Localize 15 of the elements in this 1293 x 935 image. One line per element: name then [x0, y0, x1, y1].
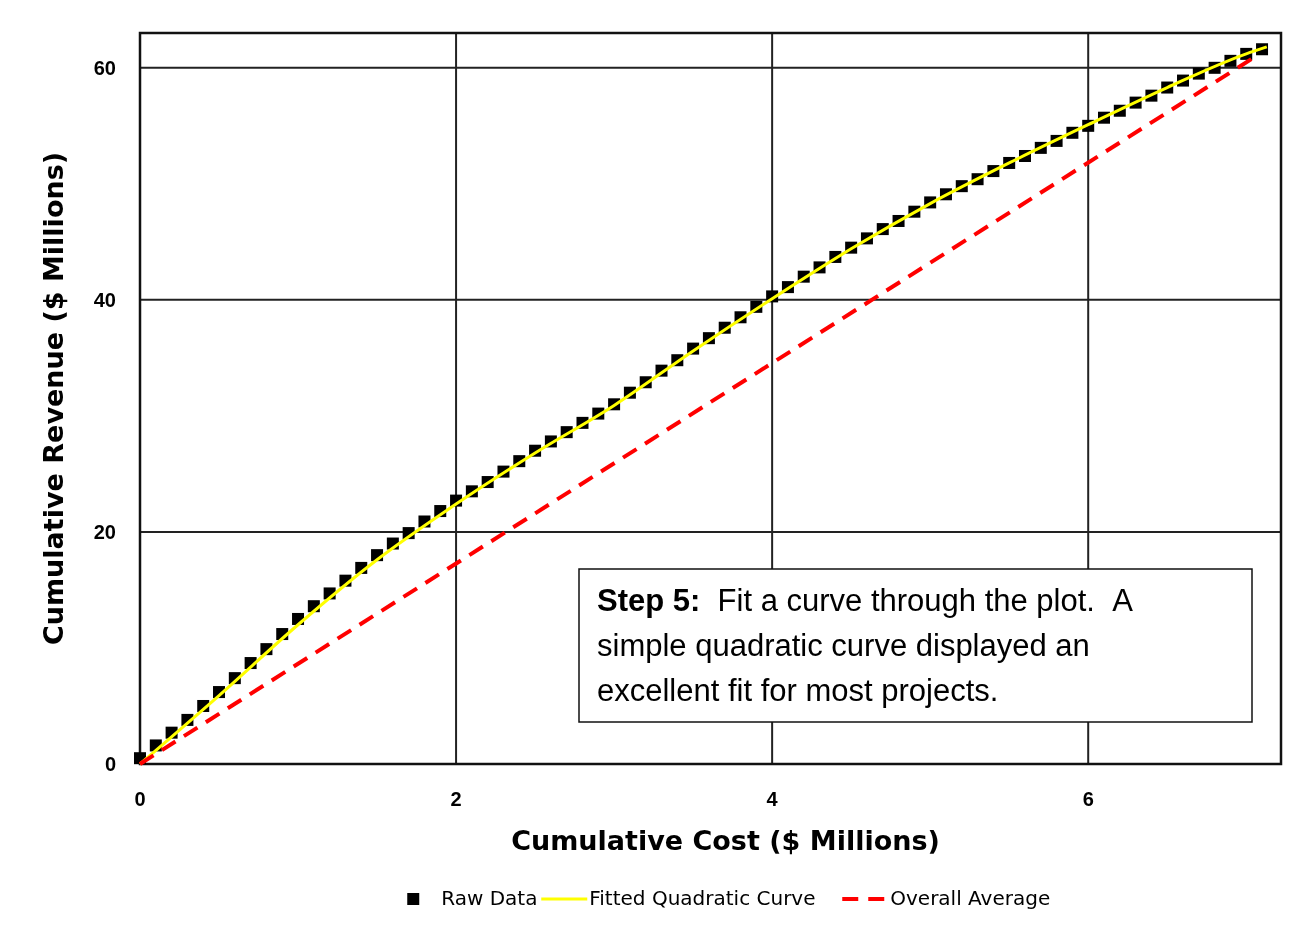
- x-tick-label: 0: [134, 788, 146, 810]
- legend-label: Fitted Quadratic Curve: [589, 886, 816, 910]
- x-axis-title: Cumulative Cost ($ Millions): [511, 825, 940, 856]
- y-tick-label: 20: [93, 520, 116, 543]
- y-tick-label: 0: [104, 753, 116, 775]
- annotation: Step 5: Fit a curve through the plot. A simple quadratic curve displayed an excellent fit for most projects.: [597, 583, 1134, 708]
- y-tick-label: 40: [93, 288, 116, 311]
- note-box: Step 5: Fit a curve through the plot. A simple quadratic curve displayed an excellent fit for most projects.: [578, 568, 1253, 723]
- legend-label: Overall Average: [890, 886, 1051, 910]
- x-tick-label: 6: [1082, 788, 1094, 810]
- y-axis-title: Cumulative Revenue ($ Millions): [38, 151, 69, 646]
- legend-label: Raw Data: [441, 886, 538, 910]
- x-tick-label: 4: [766, 788, 779, 810]
- y-tick-label: 60: [93, 56, 116, 79]
- x-tick-label: 2: [450, 788, 462, 810]
